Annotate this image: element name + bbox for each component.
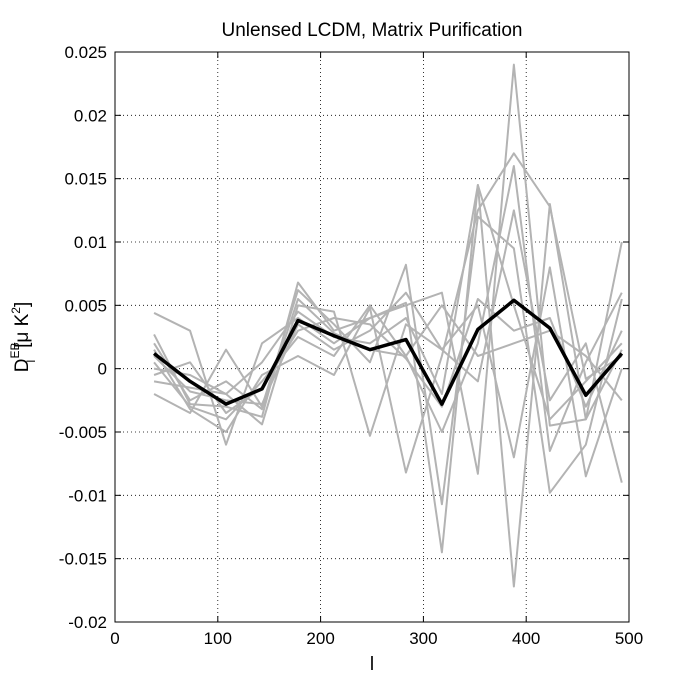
y-axis-label: DEBl [μ K2]	[8, 302, 38, 373]
realization-line-4	[153, 266, 623, 478]
y-axis-label-base: D	[12, 359, 33, 373]
mean-line	[152, 298, 624, 406]
mean-line-layer	[152, 298, 624, 406]
realization-line-6	[153, 298, 623, 411]
y-tick-label: 0.01	[74, 233, 107, 252]
y-axis-label-sub: l	[24, 360, 38, 363]
chart-title: Unlensed LCDM, Matrix Purification	[222, 20, 523, 41]
y-tick-label: -0.005	[59, 423, 107, 442]
axis-ticks	[114, 51, 630, 623]
x-tick-label: 100	[204, 629, 232, 648]
realization-line-10	[153, 184, 623, 421]
y-tick-label: 0.005	[64, 296, 107, 315]
x-tick-label: 300	[409, 629, 437, 648]
y-tick-label: -0.015	[59, 550, 107, 569]
realization-line-5	[153, 152, 623, 474]
x-tick-label: 400	[512, 629, 540, 648]
x-tick-label: 200	[306, 629, 334, 648]
y-tick-label: -0.02	[68, 613, 107, 632]
x-tick-labels: 0 100 200 300 400 500	[110, 629, 643, 648]
y-tick-label: 0.025	[64, 43, 107, 62]
y-axis-label-unit-open: [μ K	[12, 313, 33, 348]
realization-line-7	[153, 298, 623, 414]
y-tick-label: 0.02	[74, 106, 107, 125]
y-tick-label: -0.01	[68, 486, 107, 505]
x-tick-label: 500	[615, 629, 643, 648]
realization-line-2	[153, 215, 623, 506]
y-tick-label: 0	[98, 360, 107, 379]
x-tick-label: 0	[110, 629, 119, 648]
y-axis-label-sup: EB	[8, 343, 22, 359]
y-tick-labels: -0.02 -0.015 -0.01 -0.005 0 0.005 0.01 0.015 0.0…	[59, 43, 107, 632]
y-tick-label: 0.015	[64, 170, 107, 189]
x-axis-label: l	[370, 654, 374, 675]
y-axis-label-unit-sup: 2	[9, 307, 23, 314]
svg-text:DEBl[μ K2]: DEBl [μ K2]	[8, 302, 38, 373]
y-axis-label-unit-close: ]	[12, 302, 33, 307]
axes-box	[114, 51, 630, 623]
